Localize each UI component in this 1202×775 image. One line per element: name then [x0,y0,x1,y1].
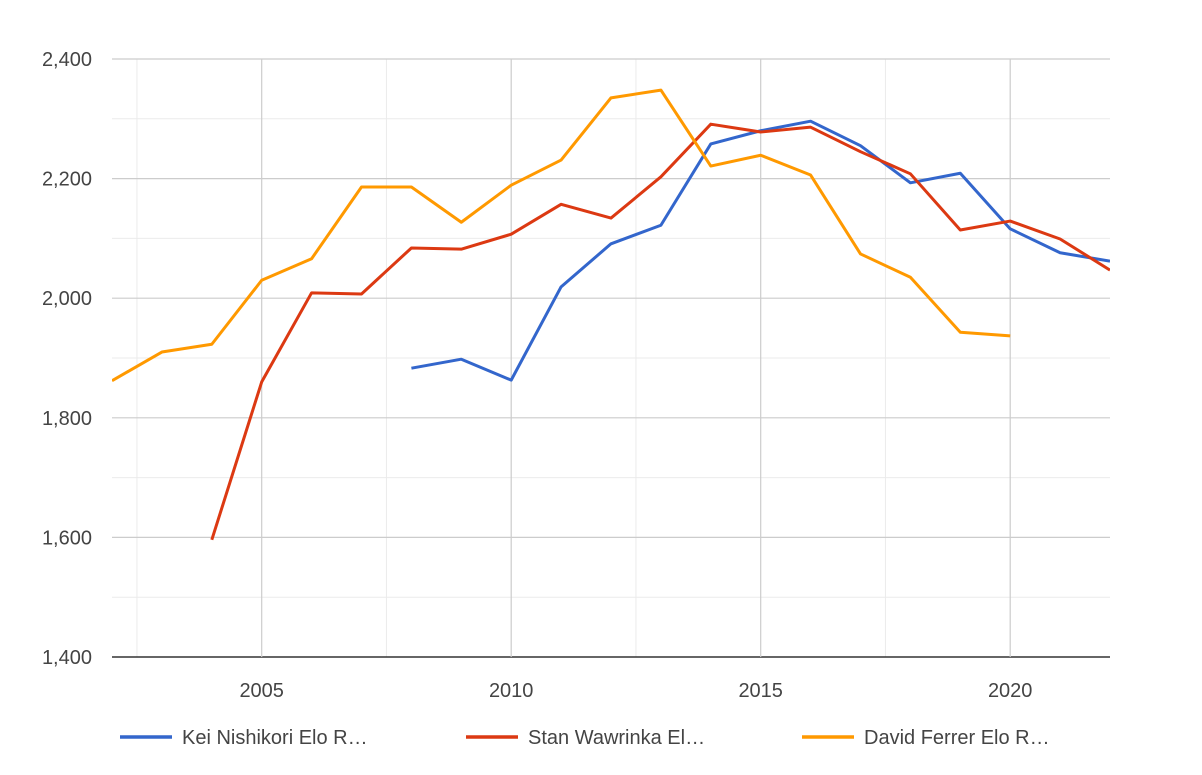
y-tick-label: 1,400 [42,647,92,669]
x-axis-ticks: 2005 2010 2015 2020 [239,680,1032,702]
legend-label: Stan Wawrinka El… [528,727,705,749]
x-tick-label: 2005 [239,680,284,702]
y-tick-label: 1,800 [42,408,92,430]
x-tick-label: 2020 [988,680,1033,702]
series-line-2 [112,88,1011,383]
series-lines [112,88,1110,541]
y-tick-label: 2,000 [42,288,92,310]
y-axis-ticks: 1,400 1,600 1,800 2,000 2,200 2,400 [42,49,92,669]
y-tick-label: 2,200 [42,169,92,191]
legend-item[interactable]: David Ferrer Elo R… [802,727,1050,749]
x-tick-label: 2010 [489,680,534,702]
legend: Kei Nishikori Elo R… Stan Wawrinka El… Dav… [120,727,1050,749]
series-line-1 [210,122,1110,541]
legend-item[interactable]: Stan Wawrinka El… [466,727,705,749]
gridlines [112,58,1110,658]
x-tick-label: 2015 [738,680,783,702]
legend-item[interactable]: Kei Nishikori Elo R… [120,727,368,749]
y-tick-label: 2,400 [42,49,92,71]
legend-label: David Ferrer Elo R… [864,727,1050,749]
y-tick-label: 1,600 [42,527,92,549]
legend-label: Kei Nishikori Elo R… [182,727,368,749]
